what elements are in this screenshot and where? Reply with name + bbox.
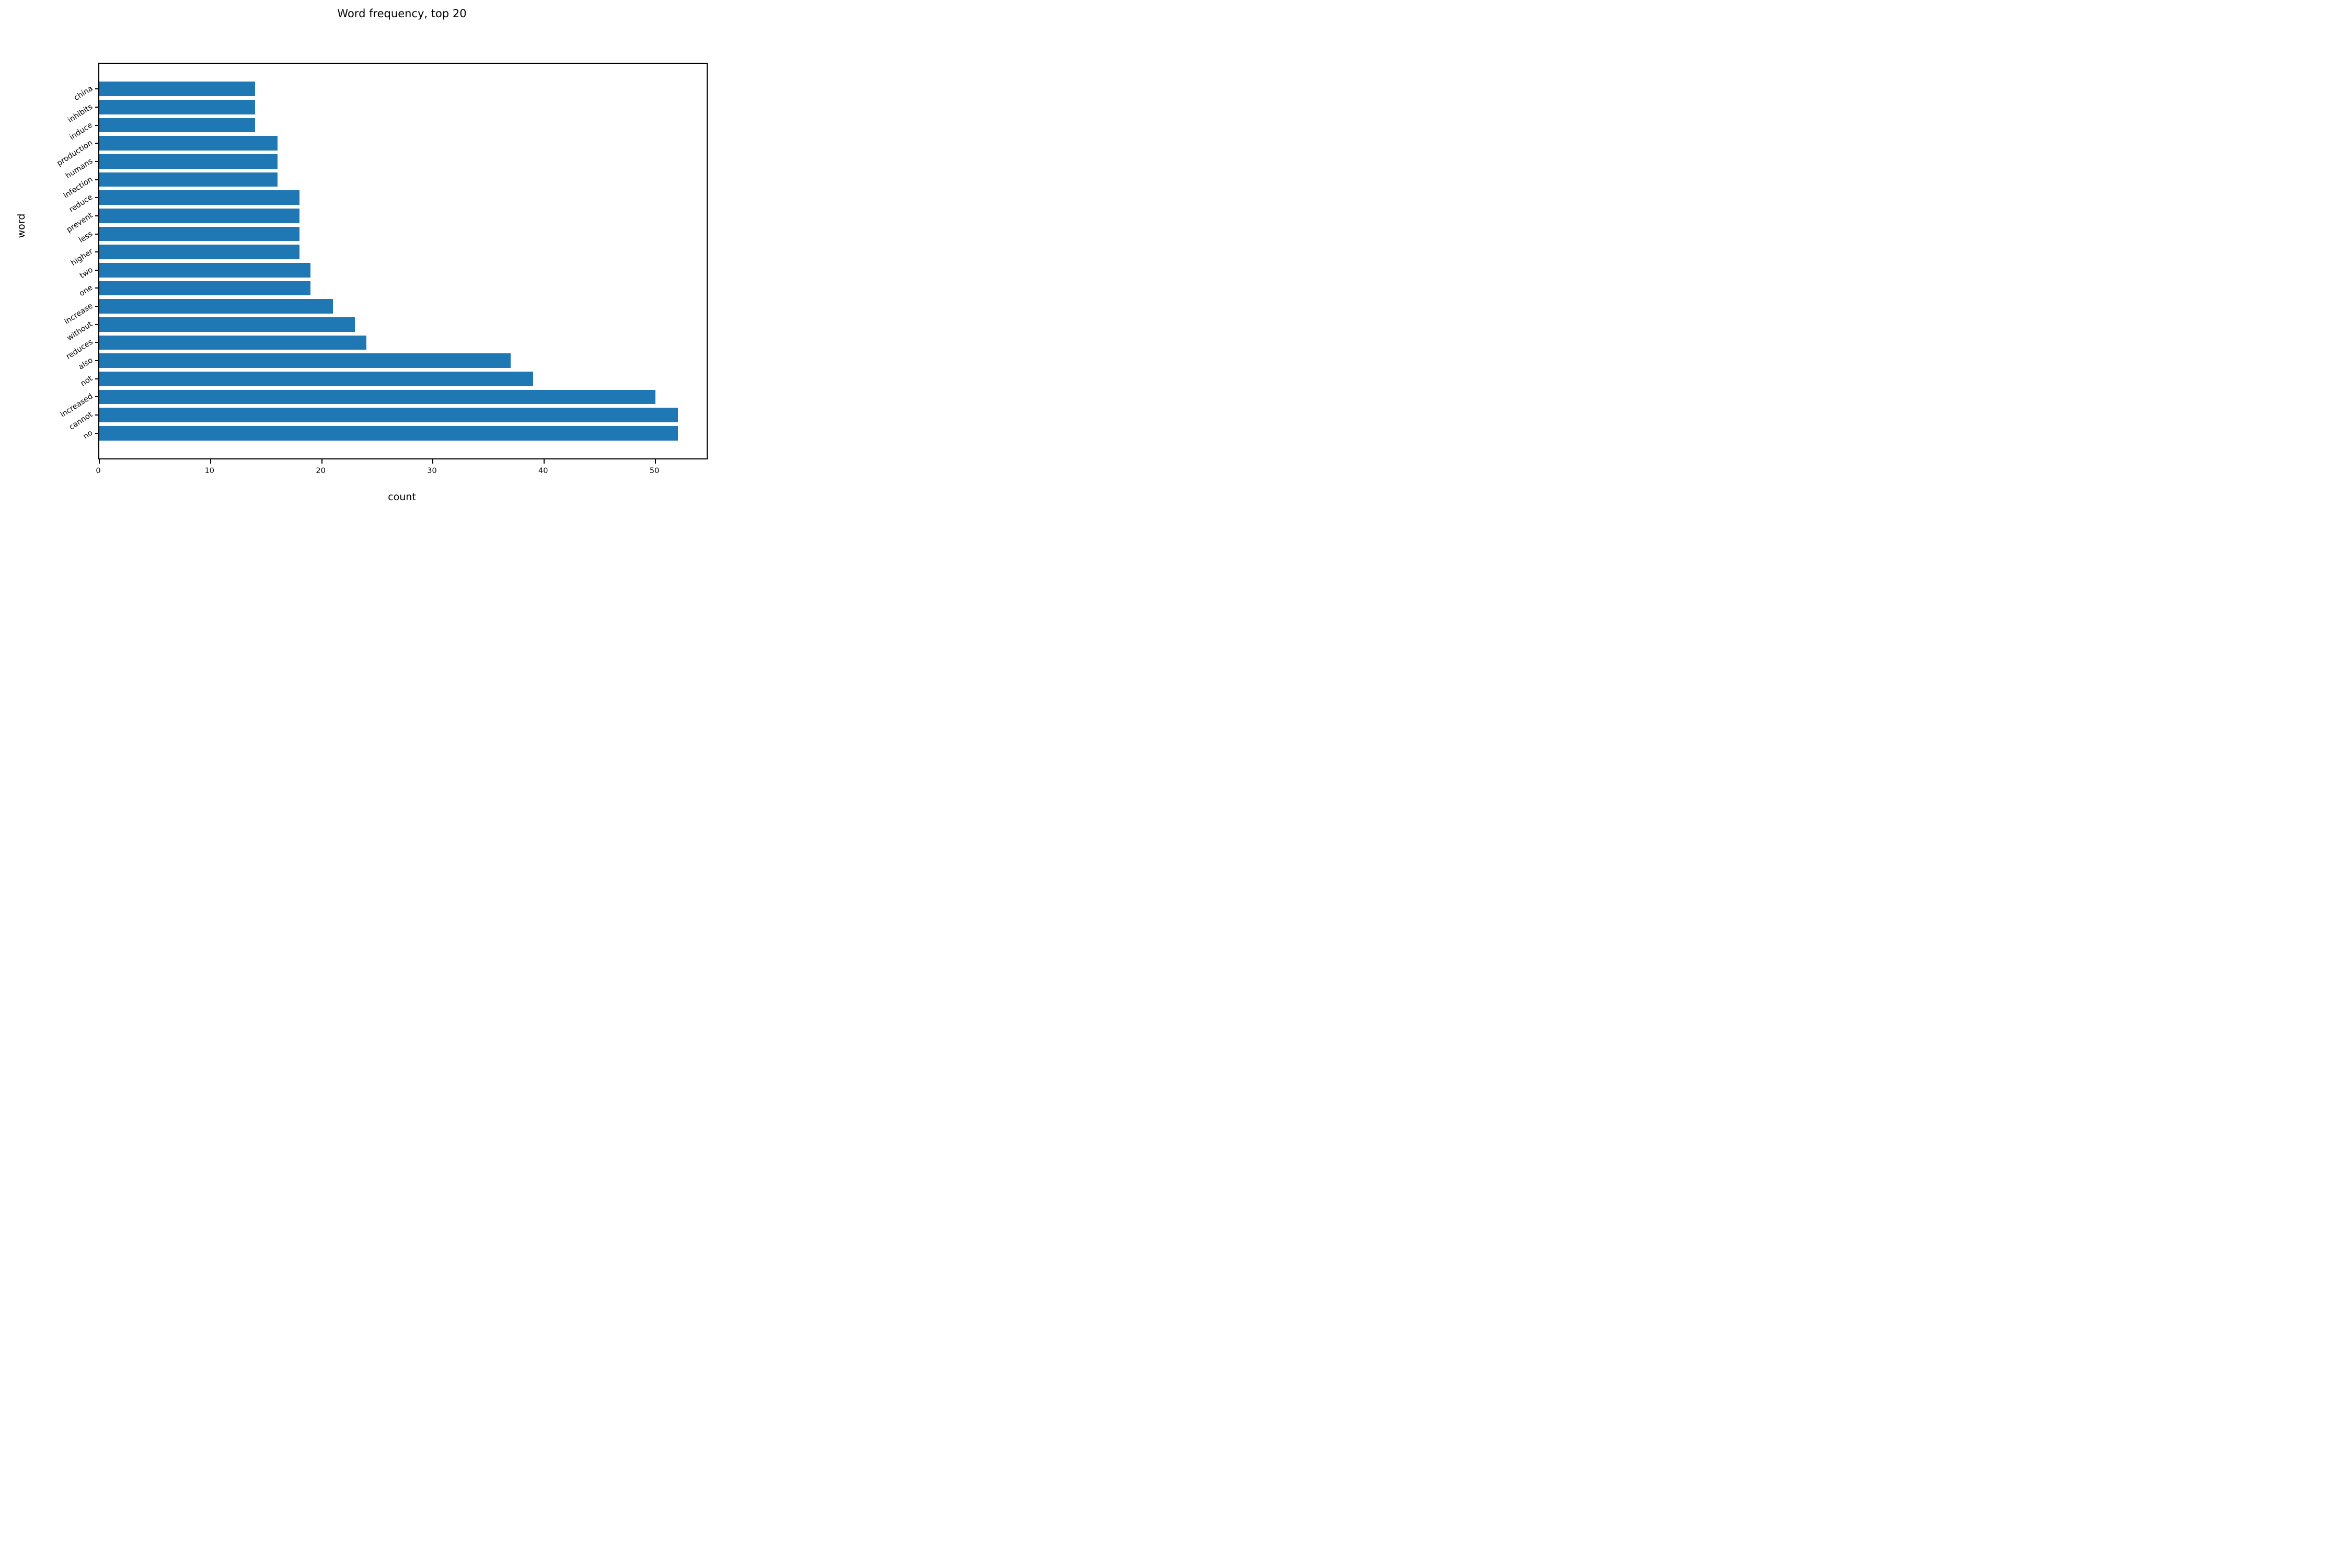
bar-infection xyxy=(99,172,278,187)
x-tick-label-40: 40 xyxy=(538,467,548,475)
y-tick-mark xyxy=(95,360,99,362)
y-tick-mark xyxy=(95,324,99,325)
x-tick-mark xyxy=(210,459,211,464)
x-tick-mark xyxy=(655,459,656,464)
bar-higher xyxy=(99,245,300,260)
bar-without xyxy=(99,317,355,332)
x-tick-label-0: 0 xyxy=(96,467,101,475)
x-tick-label-10: 10 xyxy=(204,467,215,475)
y-tick-mark xyxy=(95,179,99,180)
y-tick-mark xyxy=(95,88,99,90)
y-tick-mark xyxy=(95,396,99,398)
bar-inhibits xyxy=(99,99,255,114)
y-tick-mark xyxy=(95,269,99,271)
x-tick-label-30: 30 xyxy=(427,467,437,475)
y-tick-mark xyxy=(95,143,99,144)
bar-china xyxy=(99,82,255,97)
y-tick-mark xyxy=(95,287,99,289)
bar-induce xyxy=(99,118,255,133)
y-tick-mark xyxy=(95,124,99,126)
y-tick-label-one: one xyxy=(78,283,95,298)
y-tick-mark xyxy=(95,306,99,307)
y-tick-mark xyxy=(95,197,99,199)
bar-two xyxy=(99,262,311,278)
y-tick-label-china: china xyxy=(72,84,95,103)
bar-one xyxy=(99,281,311,296)
y-tick-label-two: two xyxy=(78,266,95,280)
y-tick-label-no: no xyxy=(82,429,95,441)
bar-reduces xyxy=(99,335,366,350)
y-tick-mark xyxy=(95,251,99,253)
x-tick-mark xyxy=(321,459,322,464)
bar-humans xyxy=(99,154,278,169)
y-tick-label-not: not xyxy=(79,374,95,388)
y-tick-mark xyxy=(95,233,99,235)
x-tick-mark xyxy=(544,459,545,464)
bar-prevent xyxy=(99,208,300,223)
bar-production xyxy=(99,136,278,151)
y-tick-label-higher: higher xyxy=(69,247,95,268)
x-tick-label-50: 50 xyxy=(649,467,660,475)
y-tick-mark xyxy=(95,378,99,379)
y-tick-mark xyxy=(95,432,99,434)
y-tick-mark xyxy=(95,160,99,162)
y-tick-mark xyxy=(95,342,99,343)
bar-not xyxy=(99,371,533,386)
y-tick-label-less: less xyxy=(77,229,95,245)
y-tick-mark xyxy=(95,106,99,108)
plot-area xyxy=(95,63,708,464)
bar-also xyxy=(99,353,511,368)
bar-no xyxy=(99,425,678,441)
bar-increased xyxy=(99,389,656,405)
word-frequency-chart: Word frequency, top 20 count word china i… xyxy=(0,0,784,523)
x-tick-mark xyxy=(432,459,434,464)
x-tick-label-20: 20 xyxy=(316,467,326,475)
y-tick-label-also: also xyxy=(77,356,95,372)
bar-increase xyxy=(99,299,333,314)
bar-reduce xyxy=(99,190,300,205)
x-tick-mark xyxy=(99,459,100,464)
x-axis-label: count xyxy=(388,491,416,503)
bar-less xyxy=(99,226,300,241)
y-tick-mark xyxy=(95,414,99,416)
chart-title: Word frequency, top 20 xyxy=(337,7,467,20)
y-axis-label: word xyxy=(16,213,27,238)
y-tick-mark xyxy=(95,215,99,216)
bar-cannot xyxy=(99,408,678,422)
